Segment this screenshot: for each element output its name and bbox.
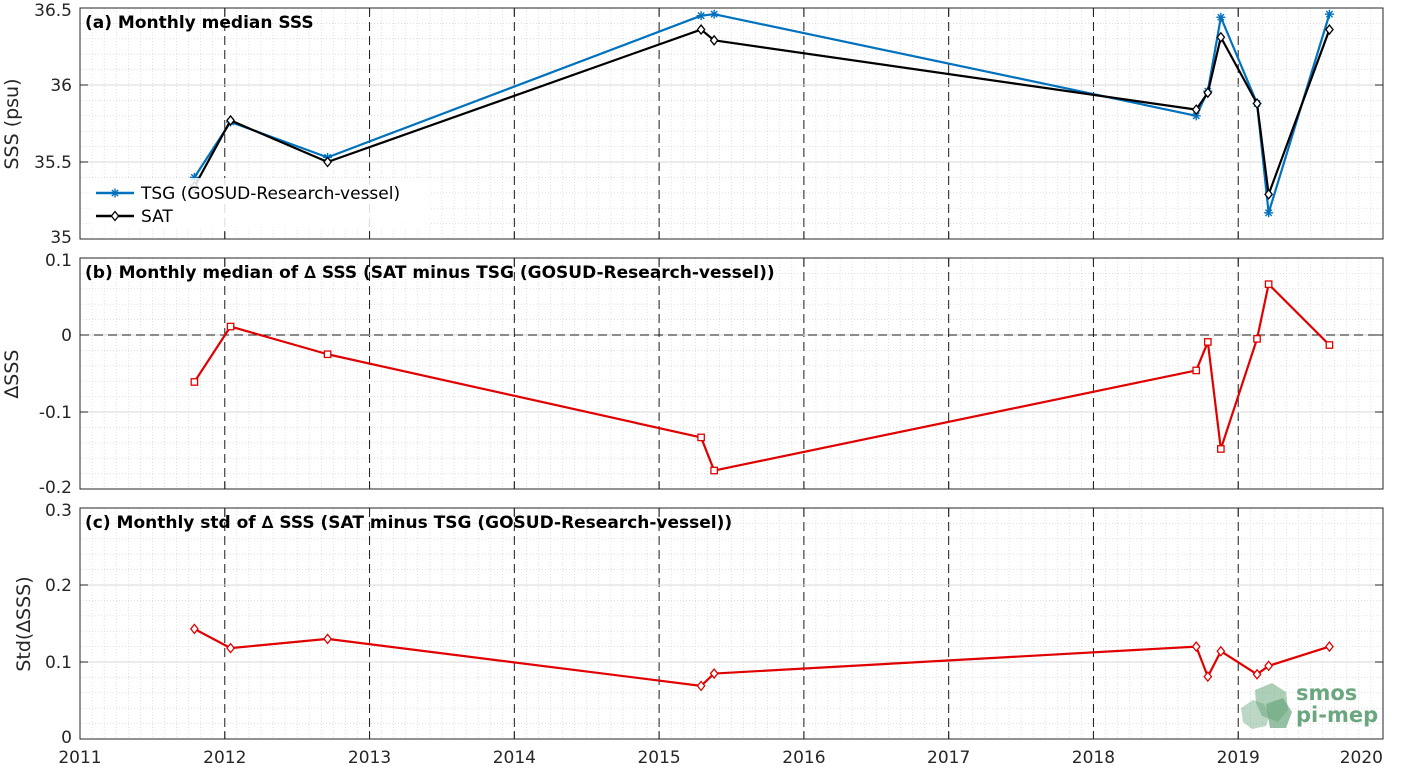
series-0-point — [1324, 9, 1334, 19]
panel-a-series — [189, 9, 1334, 218]
y-tick-label: 0.2 — [45, 576, 72, 596]
y-tick-label: 36 — [50, 76, 72, 96]
panel-c-minor-grid — [80, 508, 1383, 739]
series-0-point — [1324, 641, 1334, 653]
panel-b-title: (b) Monthly median of ∆ SSS (SAT minus T… — [85, 263, 775, 283]
panel-c-y-axis-label: Std(∆SSS) — [13, 576, 35, 671]
series-0-point — [697, 433, 705, 442]
x-tick-label: 2018 — [1072, 748, 1115, 768]
series-1-point — [696, 24, 706, 36]
series-1-point — [709, 34, 719, 46]
logo-graphic — [1241, 683, 1292, 729]
series-0-point — [1264, 208, 1274, 218]
panel-b-minor-grid — [80, 258, 1383, 489]
series-0-point — [709, 9, 719, 19]
y-tick-label: 35 — [50, 228, 72, 248]
y-tick-label: 0 — [61, 326, 72, 346]
series-0-point — [696, 680, 706, 692]
legend-marker-shape — [110, 210, 120, 222]
series-0-point — [1252, 668, 1262, 680]
y-tick-label: 0 — [61, 728, 72, 748]
panel-c-x-ticks: 2011 2012 2013 2014 2015 2016 2017 2018 2019 2020 — [58, 748, 1383, 768]
logo-line-2: pi-mep — [1296, 703, 1378, 727]
y-tick-label: 0.1 — [45, 251, 72, 271]
y-tick-label: 0.1 — [45, 653, 72, 673]
panel-b-delta-sss: -0.2 -0.1 0 0.1 (b) Monthly median of ∆ SSS… — [1, 251, 1384, 498]
panel-c-frame — [79, 507, 1384, 740]
series-0-point — [1216, 12, 1226, 22]
x-tick-label: 2020 — [1340, 748, 1383, 768]
panel-a-frame — [79, 7, 1384, 240]
x-tick-label: 2013 — [348, 748, 391, 768]
legend-sat-marker — [110, 210, 120, 222]
legend-tsg-label: TSG (GOSUD-Research-vessel) — [140, 184, 400, 204]
series-0-point — [226, 322, 235, 331]
x-tick-label: 2017 — [927, 748, 970, 768]
series-0-point — [1216, 445, 1225, 453]
y-tick-label: 35.5 — [34, 153, 72, 173]
panel-c-std-delta-sss: 00.10.20.3 2011 2012 2013 2014 2015 2016 2017 2… — [13, 501, 1384, 768]
series-0-point — [1216, 645, 1226, 657]
x-tick-label: 2019 — [1217, 748, 1260, 768]
x-tick-label: 2016 — [782, 748, 825, 768]
smos-pi-mep-logo: smos pi-mep — [1241, 681, 1378, 729]
series-0-point — [1325, 341, 1334, 349]
legend-box — [90, 178, 430, 228]
x-tick-label: 2014 — [493, 748, 536, 768]
panel-c-series — [189, 623, 1334, 692]
series-0-point — [1203, 671, 1213, 683]
series-0-point — [1264, 660, 1274, 672]
series-1-point — [1191, 104, 1201, 116]
panel-c-y-ticks: 0 0.1 0.2 0.3 — [45, 501, 1384, 748]
panel-c-title: (c) Monthly std of ∆ SSS (SAT minus TSG … — [85, 513, 732, 533]
series-0-point — [323, 350, 332, 359]
series-0-point — [710, 466, 718, 475]
series-1-point — [1264, 188, 1274, 200]
series-0-point — [1191, 111, 1201, 121]
series-0-point — [190, 378, 199, 386]
series-0-point — [696, 11, 706, 21]
panel-b-y-axis-label: ∆SSS — [1, 350, 23, 400]
series-0-point — [189, 623, 199, 635]
series-0-point — [226, 642, 236, 654]
panel-a-title: (a) Monthly median SSS — [85, 13, 314, 33]
series-1-point — [1324, 24, 1334, 36]
x-tick-label: 2015 — [637, 748, 680, 768]
panel-b-frame — [79, 257, 1384, 490]
legend-sat-label: SAT — [141, 207, 173, 227]
series-1-point — [226, 114, 236, 126]
y-tick-label: -0.2 — [39, 478, 72, 498]
panel-a-sss: 35 35.5 36 36.5 (a) Monthly median SSS SSS … — [1, 1, 1384, 248]
series-1-point — [1203, 87, 1213, 99]
panel-a-legend: TSG (GOSUD-Research-vessel) SAT — [90, 178, 430, 228]
series-1-point — [1252, 97, 1262, 110]
series-0-point — [1253, 334, 1261, 343]
series-1-point — [1216, 31, 1226, 43]
series-0-point — [1191, 641, 1201, 653]
panel-b-y-ticks: -0.2 -0.1 0 0.1 — [39, 251, 1384, 498]
panel-a-y-ticks: 35 35.5 36 36.5 — [34, 1, 1384, 248]
x-tick-label: 2012 — [203, 748, 246, 768]
y-tick-label: 36.5 — [34, 1, 72, 21]
series-1-point — [323, 156, 333, 168]
series-0-point — [709, 668, 719, 680]
panel-b-series — [190, 280, 1334, 475]
logo-line-1: smos — [1296, 681, 1357, 705]
series-0-point — [323, 633, 333, 645]
legend-marker-shape — [110, 188, 120, 198]
legend-tsg-marker — [110, 188, 120, 198]
y-tick-label: -0.1 — [39, 403, 72, 423]
series-0-point — [1192, 366, 1201, 375]
panel-b-background — [80, 258, 1383, 489]
series-0-point — [1203, 338, 1212, 346]
series-0-point — [1264, 280, 1273, 289]
panel-a-y-axis-label: SSS (psu) — [1, 78, 23, 169]
panel-c-background — [80, 508, 1383, 739]
y-tick-label: 0.3 — [45, 501, 72, 521]
x-tick-label: 2011 — [58, 748, 101, 768]
